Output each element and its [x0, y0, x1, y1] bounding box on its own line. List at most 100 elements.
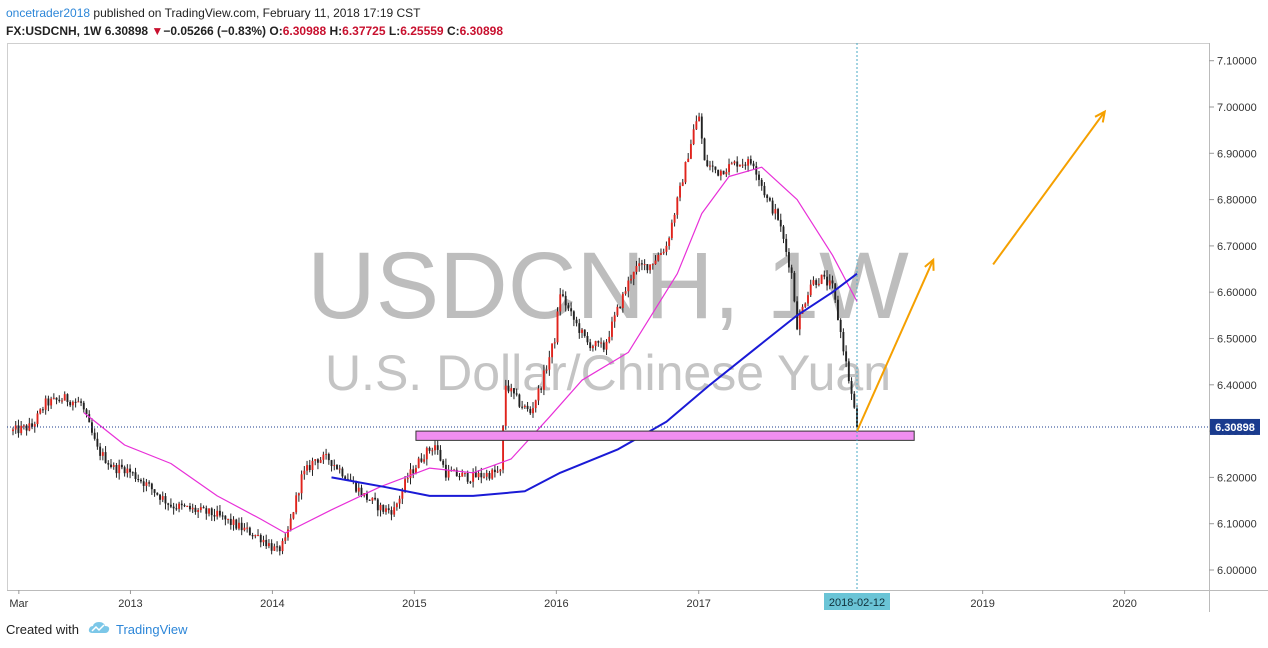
time-tick-label: 2020 [1112, 598, 1136, 610]
tradingview-link[interactable]: TradingView [115, 621, 188, 637]
candle-body [510, 388, 513, 392]
candle-body [771, 200, 774, 214]
candle-body [801, 306, 804, 314]
candle-body [80, 401, 83, 403]
candle-body [131, 472, 134, 474]
watermark: USDCNH, 1W U.S. Dollar/Chinese Yuan [307, 233, 909, 401]
candle-body [624, 291, 627, 294]
price-tick-label: 6.00000 [1217, 565, 1257, 577]
candle-body [526, 405, 529, 409]
candle-body [687, 158, 690, 163]
candle-body [28, 423, 31, 431]
candle-body [684, 162, 687, 183]
candle-body [532, 408, 534, 414]
candle-body [455, 469, 458, 477]
candle-body [371, 497, 374, 501]
candle-body [368, 499, 371, 501]
candle-body [621, 293, 624, 309]
candle-body [529, 408, 532, 414]
tradingview-cloud-icon[interactable] [88, 621, 110, 637]
candle-body [779, 219, 782, 227]
candles [12, 112, 858, 556]
candle-body [401, 490, 404, 499]
candle-body [676, 197, 679, 215]
candle-body [327, 453, 330, 461]
candle-body [518, 394, 521, 407]
price-tick-label: 6.20000 [1217, 472, 1257, 484]
close-label: C: [446, 24, 460, 38]
candle-body [278, 546, 281, 552]
candle-body [77, 401, 80, 403]
candle-body [387, 508, 390, 511]
candle-body [39, 409, 42, 414]
last-price: 6.30898 [104, 24, 149, 38]
price-tick-label: 6.40000 [1217, 380, 1257, 392]
candle-body [643, 264, 646, 266]
candle-body [82, 402, 85, 410]
candle-body [431, 450, 434, 452]
candle-body [41, 409, 44, 411]
candle-body [423, 459, 426, 462]
moving-averages [83, 166, 858, 534]
candle-body [376, 499, 379, 511]
candle-body [178, 503, 181, 509]
candle-body [711, 165, 714, 167]
moving-average-fast-line [83, 166, 858, 534]
low-value: 6.25559 [400, 24, 444, 38]
candle-body [442, 460, 445, 465]
change-arrow-icon: ▼ [151, 24, 164, 38]
candle-body [853, 393, 856, 408]
candle-body [828, 280, 831, 286]
candle-body [134, 472, 137, 480]
candle-body [44, 398, 47, 410]
projection-arrow-head [1094, 109, 1107, 123]
candle-body [33, 424, 36, 427]
candle-body [355, 481, 357, 492]
candle-body [267, 543, 270, 547]
candle-body [548, 357, 551, 370]
candle-body [483, 476, 485, 478]
chart-header: oncetrader2018 published on TradingView.… [6, 4, 1006, 40]
candle-body [107, 463, 110, 465]
candle-body [338, 468, 341, 470]
candle-body [823, 274, 826, 277]
date-cursor-label: 2018-02-12 [829, 597, 885, 609]
candle-body [85, 409, 88, 415]
candle-body [469, 481, 472, 483]
projection-arrow-line [992, 111, 1106, 266]
candle-body [91, 422, 93, 433]
candle-body [809, 284, 812, 296]
candle-body [673, 214, 676, 223]
candle-body [605, 341, 608, 350]
time-axis[interactable]: Mar 2013 2014 2015 2016 2017 2018-02-12 2019 202… [9, 590, 1137, 610]
candle-body [221, 515, 224, 517]
candle-body [638, 263, 641, 267]
price-tick-label: 6.10000 [1217, 519, 1257, 531]
candle-body [52, 397, 55, 399]
candle-body [150, 483, 153, 490]
candle-body [602, 342, 605, 350]
candle-body [238, 522, 240, 529]
candle-body [567, 305, 570, 309]
candle-body [31, 423, 34, 427]
candle-body [270, 543, 273, 551]
time-tick-label: 2019 [970, 598, 994, 610]
candle-body [847, 361, 850, 382]
candle-body [812, 280, 815, 285]
price-axis[interactable]: 7.10000 7.00000 6.90000 6.80000 6.70000 6.600… [1209, 56, 1257, 577]
candle-body [583, 329, 586, 336]
candle-body [741, 164, 744, 166]
candle-body [717, 169, 720, 176]
candle-body [738, 164, 741, 167]
candle-body [670, 222, 673, 239]
candle-body [216, 510, 219, 517]
candle-body [681, 182, 684, 186]
candle-body [700, 116, 703, 139]
author-link[interactable]: oncetrader2018 [6, 6, 91, 20]
candle-body [845, 351, 848, 362]
candle-body [414, 467, 417, 474]
candle-body [657, 254, 660, 261]
projection-arrow-head [924, 257, 935, 271]
candle-body [357, 487, 360, 492]
